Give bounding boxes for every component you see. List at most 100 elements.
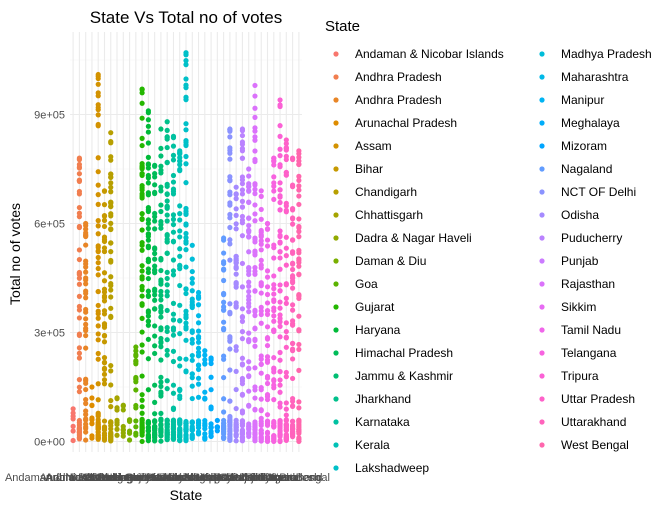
data-point: [133, 348, 139, 354]
x-tick-label: Meghalaya: [184, 472, 239, 484]
data-point: [277, 193, 283, 199]
data-point: [139, 135, 145, 141]
data-point: [246, 366, 252, 372]
data-point: [177, 282, 183, 289]
legend-key: [333, 120, 339, 126]
data-point: [277, 368, 283, 375]
data-point: [164, 293, 170, 299]
data-point: [83, 316, 89, 322]
x-tick-label: Kerala: [164, 472, 197, 484]
data-point: [183, 52, 189, 58]
data-point: [283, 137, 289, 143]
series-points: [283, 137, 289, 444]
data-point: [239, 128, 246, 134]
data-point: [164, 160, 170, 166]
data-point: [145, 256, 151, 262]
data-point: [139, 274, 145, 280]
legend-key: [539, 304, 545, 310]
data-point: [239, 314, 246, 320]
series-points: [145, 108, 151, 444]
data-point: [183, 312, 189, 318]
data-point: [208, 374, 214, 380]
data-point: [214, 424, 220, 430]
data-point: [264, 237, 271, 243]
data-point: [264, 284, 271, 290]
data-point: [246, 215, 252, 221]
legend-key: [539, 396, 545, 402]
data-point: [145, 387, 151, 393]
data-point: [152, 399, 158, 405]
data-point: [183, 337, 189, 343]
data-point: [271, 382, 277, 388]
data-point: [264, 243, 271, 249]
data-point: [296, 151, 302, 157]
data-point: [271, 291, 277, 297]
data-point: [83, 396, 89, 403]
data-point: [221, 409, 227, 415]
data-point: [183, 58, 189, 64]
data-point: [183, 235, 189, 241]
data-point: [239, 306, 246, 312]
data-point: [252, 343, 258, 349]
data-point: [264, 268, 271, 274]
data-point: [183, 121, 189, 127]
data-point: [158, 379, 164, 385]
legend-item: Assam: [333, 139, 392, 153]
x-tick-label: Andhra Pradesh: [46, 472, 126, 484]
data-point: [158, 438, 164, 444]
series-points: [195, 289, 202, 437]
data-point: [283, 140, 289, 147]
data-point: [114, 426, 120, 432]
legend-item: Lakshadweep: [333, 461, 429, 475]
data-point: [83, 400, 89, 407]
data-point: [271, 282, 277, 288]
data-point: [145, 220, 151, 227]
data-point: [271, 273, 277, 279]
data-point: [289, 275, 296, 281]
data-point: [164, 144, 170, 151]
data-point: [252, 307, 258, 313]
legend-key: [333, 396, 339, 402]
data-point: [126, 428, 133, 434]
data-point: [202, 357, 208, 363]
legend-title: State: [325, 18, 360, 35]
data-point: [239, 431, 246, 437]
data-point: [258, 193, 264, 199]
data-point: [95, 308, 101, 314]
legend-label: Arunachal Pradesh: [355, 116, 457, 130]
data-point: [271, 423, 277, 429]
data-point: [195, 362, 202, 368]
data-point: [177, 356, 183, 362]
series-points: [214, 417, 220, 434]
legend-key: [333, 189, 339, 195]
data-point: [170, 152, 177, 158]
data-point: [246, 288, 252, 295]
data-point: [108, 200, 114, 207]
legend-item: Rajasthan: [539, 277, 615, 291]
data-point: [252, 419, 258, 425]
data-point: [233, 432, 239, 438]
data-point: [239, 145, 246, 152]
data-point: [145, 110, 151, 116]
legend-label: Maharashtra: [561, 70, 629, 84]
data-point: [145, 217, 151, 223]
data-point: [95, 272, 101, 278]
data-point: [108, 314, 114, 320]
data-point: [170, 135, 177, 141]
data-point: [296, 367, 302, 373]
data-point: [277, 427, 283, 434]
legend-label: Andhra Pradesh: [355, 70, 442, 84]
data-point: [164, 218, 170, 224]
data-point: [289, 261, 296, 267]
data-point: [296, 438, 302, 445]
data-point: [101, 359, 108, 365]
data-point: [246, 359, 252, 365]
data-point: [139, 242, 145, 248]
data-point: [183, 247, 189, 253]
data-point: [208, 404, 214, 410]
data-point: [95, 302, 101, 309]
data-point: [108, 180, 114, 186]
data-point: [258, 304, 264, 310]
data-point: [221, 307, 227, 313]
data-point: [296, 223, 302, 230]
